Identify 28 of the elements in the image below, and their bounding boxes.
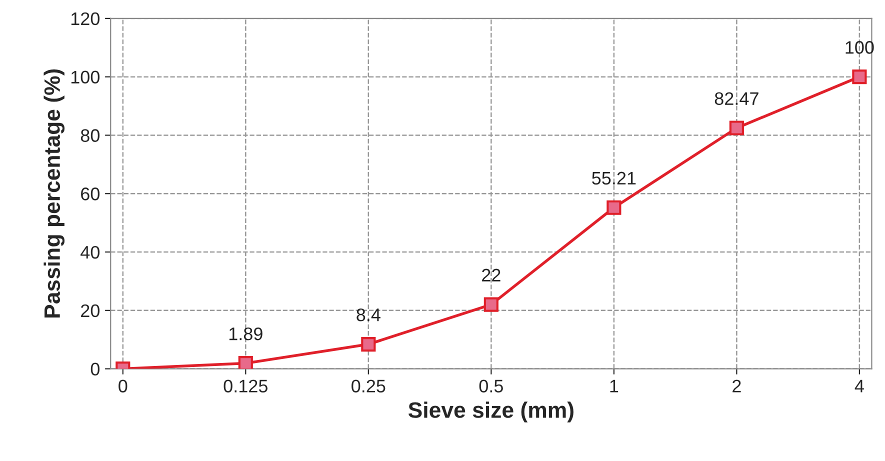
- x-tick-label: 4: [854, 380, 864, 392]
- point: [361, 336, 376, 352]
- data-label: 55.21: [592, 172, 636, 185]
- data-label: 82.47: [714, 92, 758, 105]
- data-label: 8.4: [356, 308, 380, 322]
- data-label: 1.89: [229, 327, 262, 340]
- x-tick-label: 0.25: [352, 380, 386, 392]
- point: [729, 120, 744, 136]
- x-tick-label: 2: [732, 380, 741, 392]
- x-tick-label: 0.5: [479, 380, 503, 392]
- x-tick-label: 0.125: [224, 380, 268, 392]
- y-tick-label: 20: [81, 304, 100, 318]
- y-tick-label: 60: [81, 188, 100, 200]
- data-label: 22: [482, 268, 500, 282]
- x-axis-title: Sieve size (mm): [408, 402, 574, 422]
- y-tick-label: 120: [71, 12, 100, 26]
- y-tick-label: 80: [80, 129, 100, 142]
- y-tick-label: 0: [90, 362, 100, 376]
- point: [484, 297, 498, 312]
- point: [606, 200, 622, 215]
- y-axis-title: Passing percentage (%): [44, 69, 65, 318]
- x-tick-label: 0: [118, 380, 128, 392]
- y-tick-label: 40: [80, 246, 100, 259]
- point: [852, 70, 867, 84]
- y-tick-label: 100: [71, 70, 100, 84]
- data-label: 100: [846, 41, 874, 54]
- x-tick-label: 1: [610, 380, 618, 392]
- point: [238, 356, 253, 369]
